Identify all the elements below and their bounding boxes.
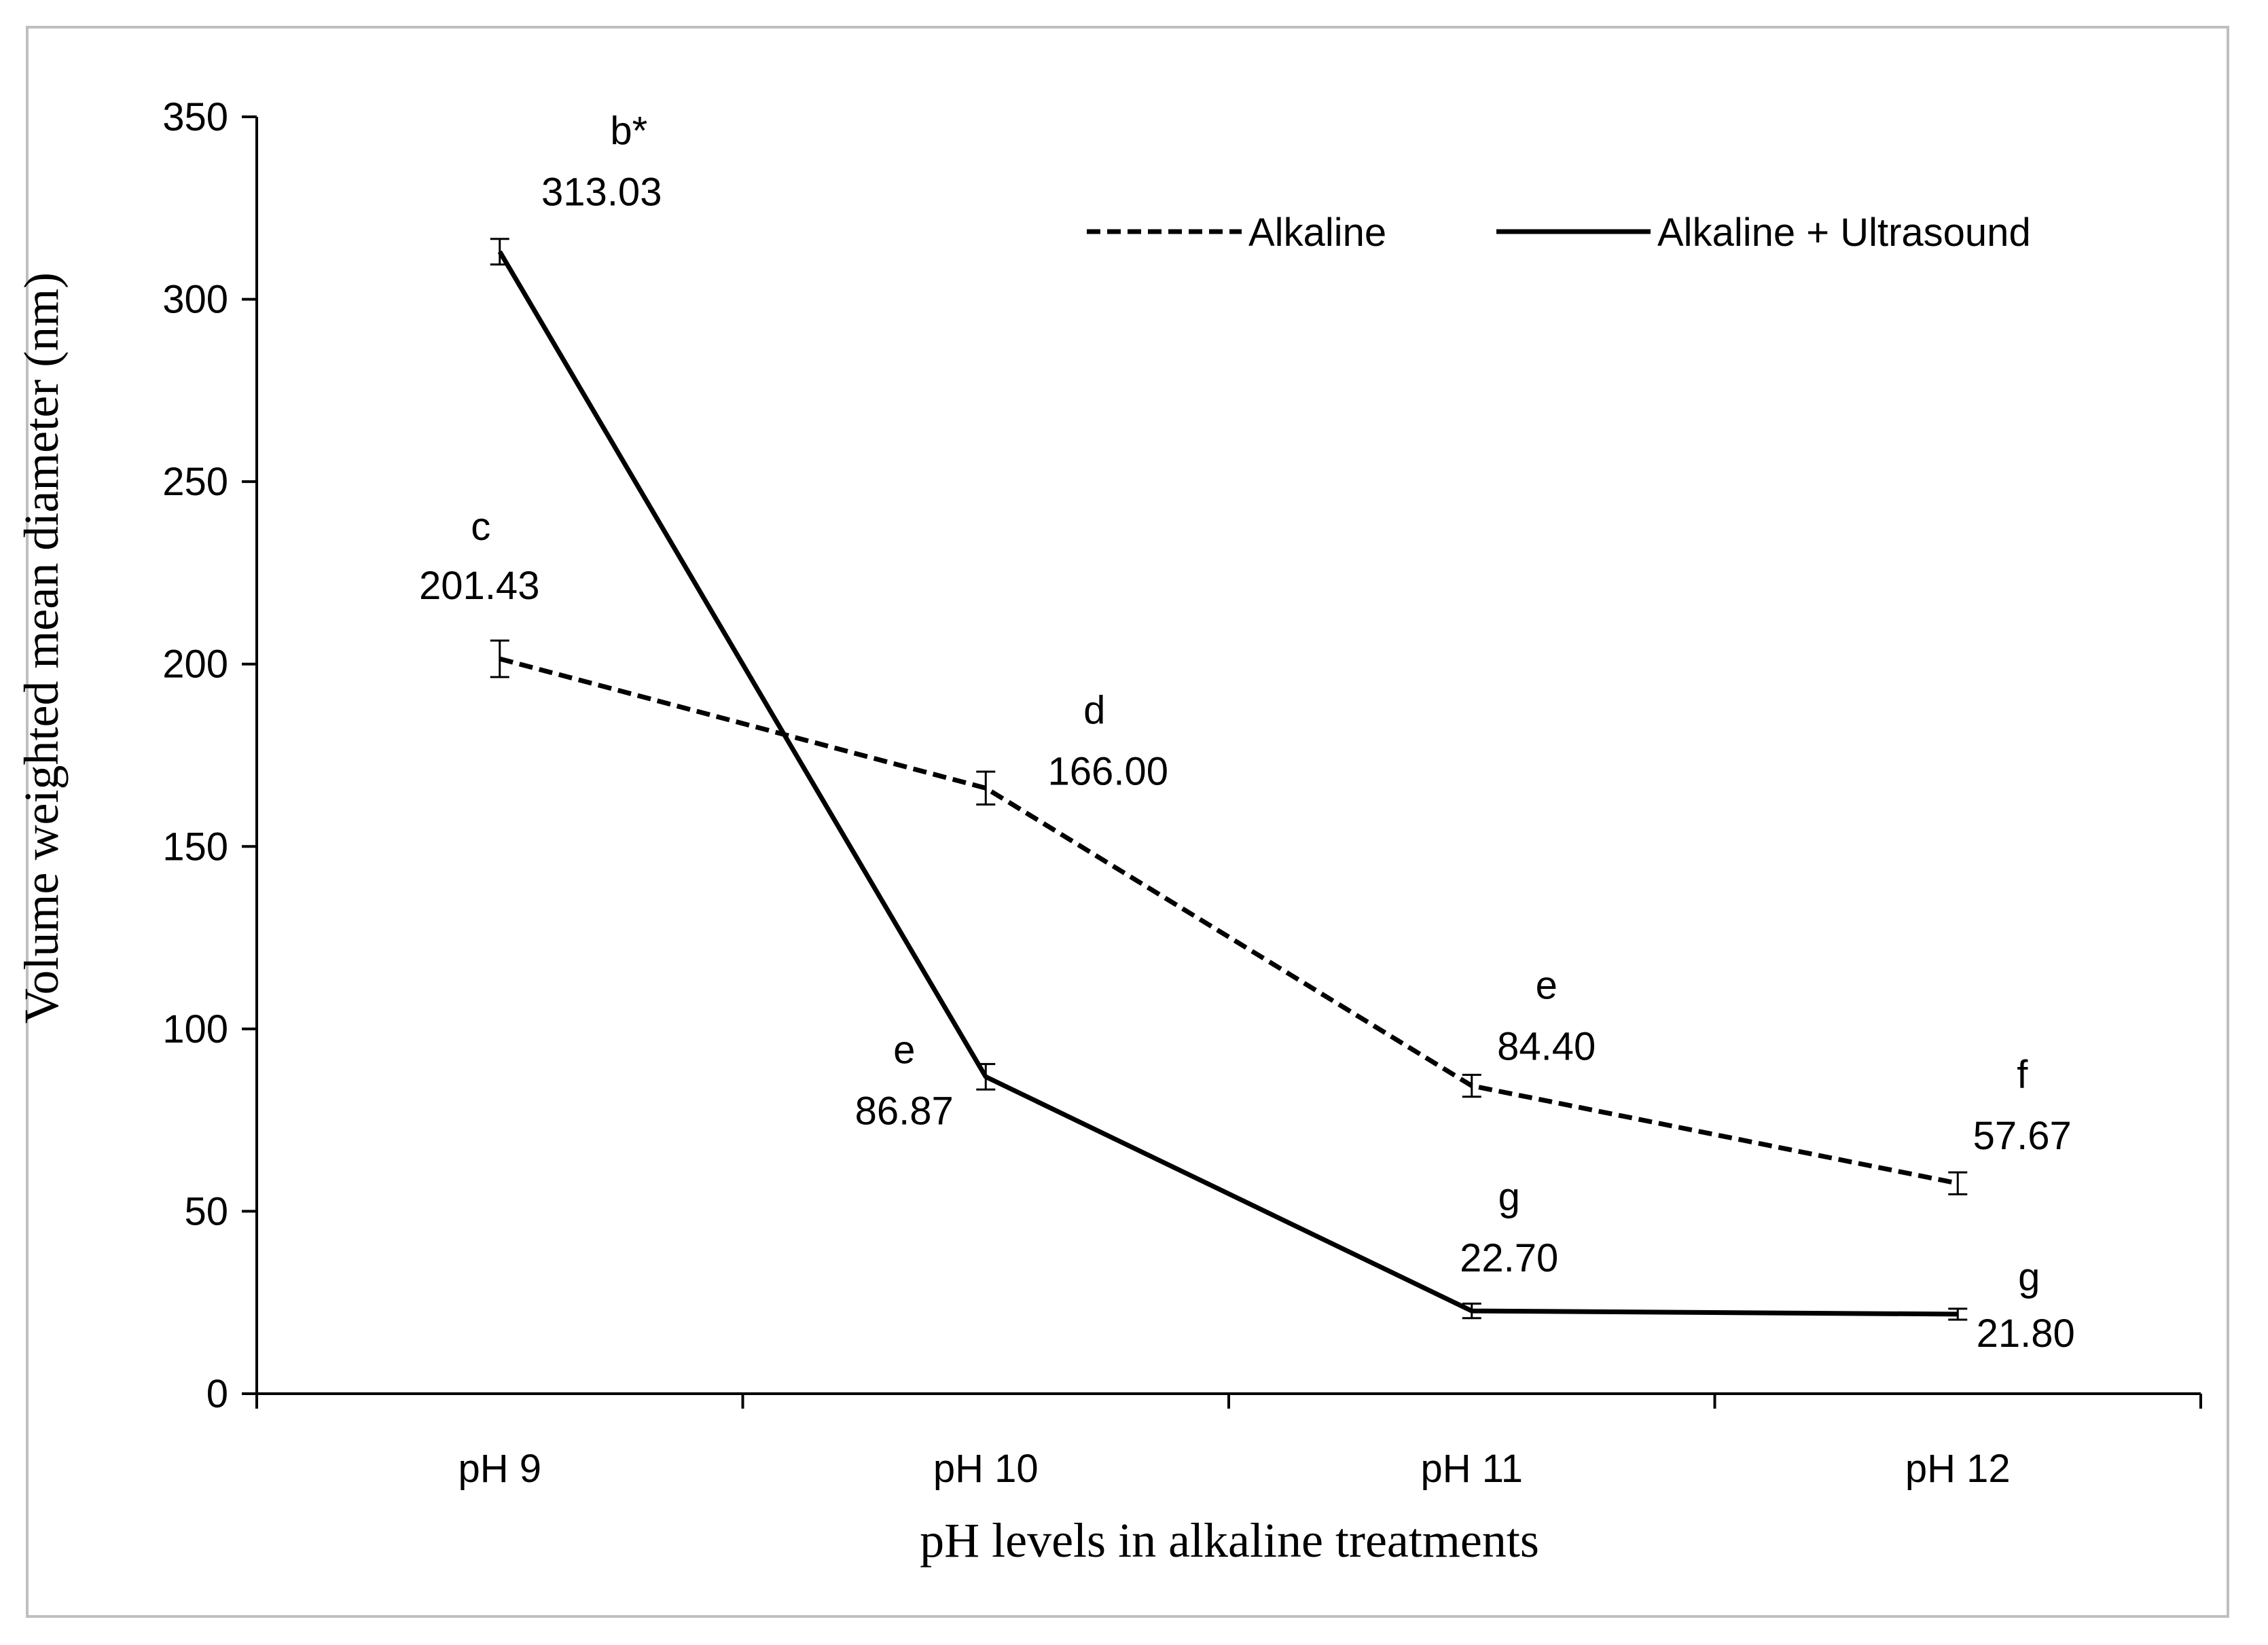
data-label-alkaline-ultrasound: 21.80: [1977, 1312, 2075, 1356]
x-tick-label: pH 11: [1421, 1447, 1523, 1491]
x-tick-label: pH 12: [1905, 1447, 2011, 1491]
figure-frame: [26, 26, 2229, 1618]
data-label-alkaline: 84.40: [1497, 1025, 1596, 1069]
y-tick-label: 250: [162, 460, 228, 504]
data-labels: 201.43 c 166.00 d 84.40 e 57.67 f 313.03 b* 86.87 e…: [419, 109, 2075, 1356]
legend-label-alkaline-ultrasound: Alkaline + Ultrasound: [1657, 211, 2031, 255]
series-lines: [497, 250, 1958, 1317]
y-tick-label: 350: [162, 95, 228, 139]
series-line-alkaline-ultrasound: [497, 250, 1958, 1317]
axes: [255, 117, 2201, 1395]
y-tick-label: 300: [162, 278, 228, 322]
y-axis-title: Volume weighted mean diameter (nm): [14, 272, 69, 1024]
x-axis-title: pH levels in alkaline treatments: [920, 1513, 1539, 1568]
significance-letter-alkaline: c: [471, 505, 490, 549]
y-tick-label: 150: [162, 825, 228, 869]
significance-letter-alkaline: e: [1536, 964, 1558, 1008]
data-label-alkaline-ultrasound: 22.70: [1460, 1236, 1558, 1280]
significance-letter-alkaline-ultrasound: g: [1498, 1175, 1520, 1219]
significance-letter-alkaline-ultrasound: b*: [610, 109, 647, 153]
x-tick-label: pH 9: [458, 1447, 541, 1491]
data-label-alkaline: 57.67: [1973, 1114, 2072, 1158]
y-tick-label: 100: [162, 1007, 228, 1051]
y-tick-label: 50: [184, 1189, 228, 1233]
y-tick-label: 200: [162, 643, 228, 687]
legend-label-alkaline: Alkaline: [1248, 211, 1386, 255]
significance-letter-alkaline: f: [2017, 1053, 2028, 1097]
x-tick-label: pH 10: [933, 1447, 1039, 1491]
data-label-alkaline-ultrasound: 86.87: [855, 1089, 954, 1133]
error-bars: [490, 238, 1968, 1321]
y-tick-label: 0: [206, 1372, 228, 1416]
y-ticks: 0 50 100 150 200 250 300 350: [162, 95, 257, 1416]
data-label-alkaline: 166.00: [1048, 749, 1168, 793]
significance-letter-alkaline: d: [1083, 688, 1105, 732]
legend: Alkaline Alkaline + Ultrasound: [1087, 211, 2031, 255]
x-ticks: pH 9 pH 10 pH 11 pH 12: [255, 1394, 2202, 1491]
data-label-alkaline-ultrasound: 313.03: [541, 170, 662, 215]
significance-letter-alkaline-ultrasound: e: [893, 1028, 915, 1072]
data-label-alkaline: 201.43: [419, 564, 539, 608]
significance-letter-alkaline-ultrasound: g: [2018, 1255, 2040, 1299]
series-line-alkaline: [499, 656, 1958, 1186]
